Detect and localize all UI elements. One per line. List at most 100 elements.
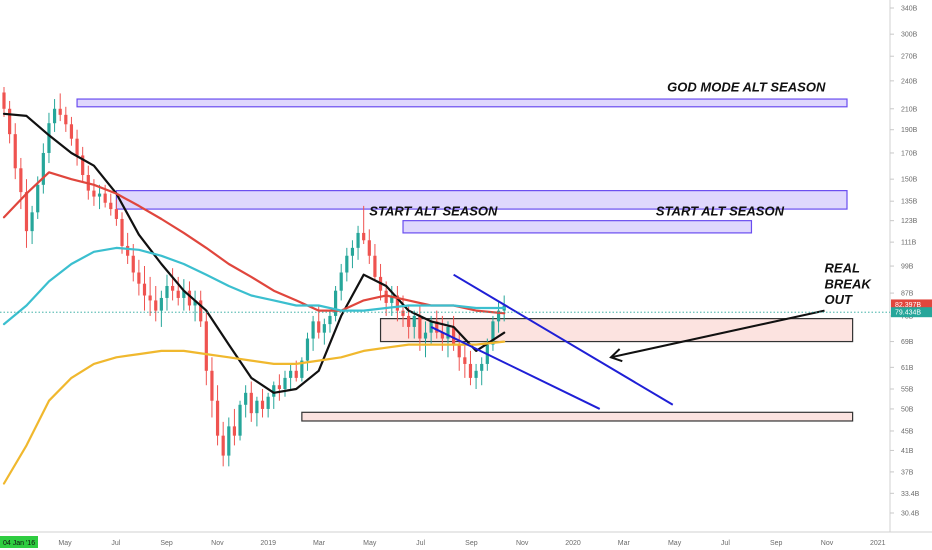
candle-body: [289, 370, 293, 378]
candles-layer: [2, 87, 506, 467]
y-tick-label: 87B: [901, 291, 914, 298]
price-tag: [891, 299, 932, 310]
x-tick-label: Jul: [721, 540, 730, 547]
candle-body: [159, 297, 163, 311]
candle-body: [69, 124, 74, 139]
chart-annotation: REAL: [825, 260, 860, 275]
candle-body: [345, 255, 349, 273]
candle-body: [36, 184, 40, 213]
breakout-arrow-shaft: [610, 309, 825, 359]
candle-body: [8, 108, 12, 135]
moving-average-line: [2, 171, 506, 315]
zone-box: [301, 411, 854, 422]
y-tick-label: 99B: [901, 264, 914, 271]
candle-body: [339, 272, 343, 291]
candle-body: [148, 295, 152, 301]
y-tick-label: 69B: [901, 339, 914, 346]
candle-body: [412, 315, 416, 327]
candle-body: [390, 295, 394, 303]
channel-trendline: [453, 273, 674, 406]
channel-trendline: [430, 326, 601, 410]
candle-body: [277, 385, 281, 389]
zone-box: [76, 98, 848, 108]
candle-body: [103, 193, 107, 203]
candle-body: [171, 285, 175, 291]
x-tick-label: 2020: [565, 540, 581, 547]
candle-body: [333, 290, 338, 316]
zone-box: [402, 220, 753, 234]
candle-body: [165, 285, 169, 298]
candle-body: [384, 290, 388, 303]
candle-body: [204, 321, 208, 371]
y-tick-label: 41B: [901, 448, 914, 455]
x-tick-label: May: [363, 540, 377, 547]
candle-body: [328, 315, 332, 325]
breakout-arrow-head: [609, 348, 623, 363]
plot-background: [0, 0, 890, 532]
candle-body: [491, 321, 495, 345]
y-tick-label: 190B: [901, 127, 918, 134]
candle-body: [114, 209, 118, 219]
y-tick-label: 240B: [901, 78, 918, 85]
candle-body: [126, 245, 130, 256]
y-tick-label: 270B: [901, 54, 918, 61]
candle-body: [468, 363, 473, 378]
start-date-label: 04 Jan '16: [3, 540, 35, 547]
candle-body: [24, 192, 29, 232]
candle-body: [463, 357, 467, 364]
candle-body: [266, 396, 270, 409]
candle-body: [496, 310, 501, 322]
candle-body: [109, 202, 113, 210]
candle-body: [317, 321, 321, 333]
y-tick-label: 50B: [901, 406, 914, 413]
chart-annotation: OUT: [825, 292, 854, 307]
candle-body: [249, 392, 253, 414]
y-tick-label: 111B: [901, 240, 917, 247]
candle-body: [193, 300, 197, 306]
y-tick-label: 300B: [901, 32, 918, 39]
candle-body: [215, 400, 220, 436]
candle-body: [58, 108, 62, 115]
chart-annotation: START ALT SEASON: [656, 204, 785, 219]
x-tick-label: Sep: [465, 540, 478, 547]
candle-body: [199, 300, 203, 322]
candle-body: [13, 134, 17, 169]
moving-averages-layer: [2, 112, 506, 485]
x-tick-label: Mar: [618, 540, 631, 547]
candle-body: [47, 123, 51, 153]
candle-body: [182, 290, 186, 298]
y-tick-label: 170B: [901, 150, 918, 157]
x-axis[interactable]: May Jul Sep Nov 2019 Mar May Jul Sep Nov 2020 Mar Ma…: [0, 536, 886, 548]
chart-annotation: GOD MODE ALT SEASON: [667, 80, 826, 95]
x-tick-label: 2021: [870, 540, 886, 547]
chart-annotation: BREAK: [825, 276, 873, 291]
y-tick-label: 55B: [901, 386, 914, 393]
x-tick-label: May: [668, 540, 682, 547]
zone-box: [379, 318, 854, 343]
candle-body: [19, 168, 23, 193]
y-tick-label: 210B: [901, 106, 918, 113]
candle-body: [64, 114, 68, 125]
candle-body: [294, 370, 298, 378]
candle-body: [255, 400, 259, 414]
candle-body: [401, 310, 405, 316]
candle-body: [81, 155, 85, 176]
candle-body: [92, 190, 96, 197]
candle-body: [131, 255, 135, 273]
candle-body: [423, 332, 428, 339]
x-tick-label: Sep: [770, 540, 783, 547]
candle-body: [446, 326, 450, 339]
x-tick-label: Nov: [516, 540, 529, 547]
y-tick-label: 61B: [901, 365, 914, 372]
x-tick-label: Jul: [416, 540, 425, 547]
candle-body: [260, 400, 265, 409]
candle-body: [232, 426, 237, 436]
x-tick-label: Nov: [821, 540, 834, 547]
candle-body: [238, 404, 242, 436]
candle-body: [97, 193, 102, 197]
price-tag-label: 82.397B: [895, 302, 921, 309]
y-axis[interactable]: 340B 300B 270B 240B 210B 190B 170B 150B 135B 123B…: [0, 6, 932, 518]
candle-body: [356, 232, 360, 248]
candle-body: [367, 240, 371, 256]
price-tag: [891, 307, 932, 318]
